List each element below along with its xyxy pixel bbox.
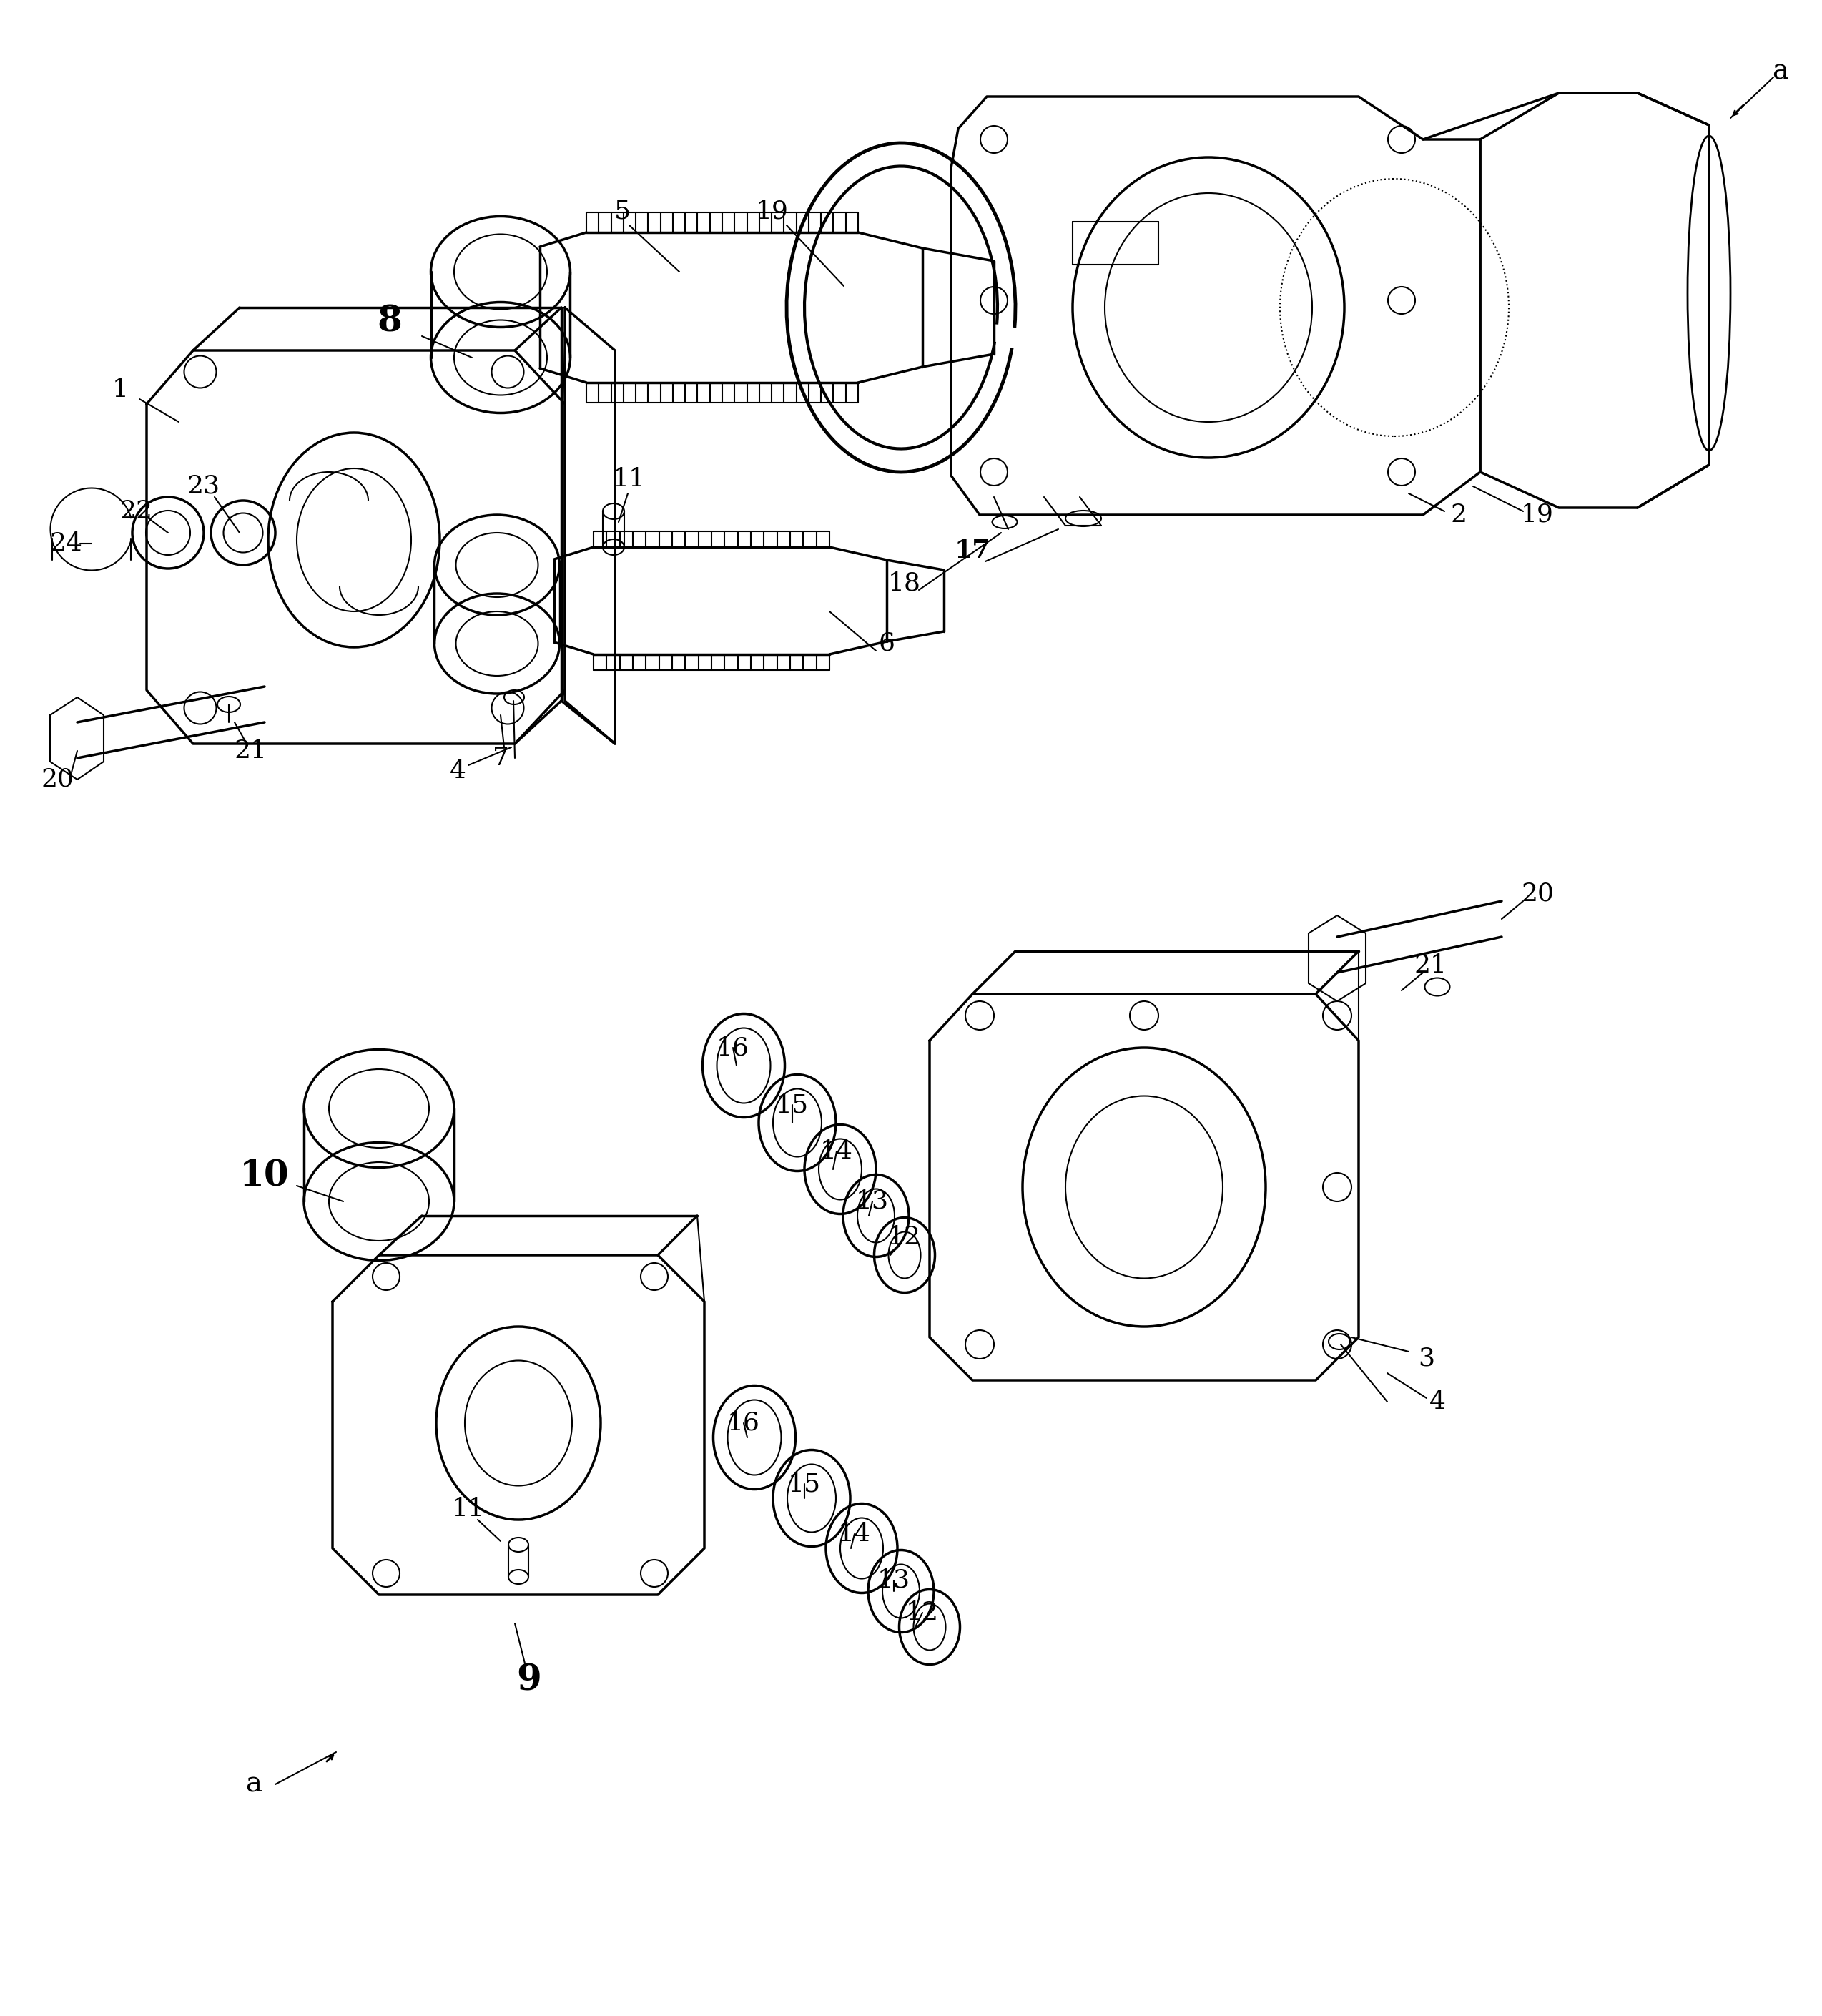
Text: 7: 7: [492, 746, 508, 770]
Text: 13: 13: [856, 1189, 889, 1214]
Text: 20: 20: [40, 768, 73, 792]
Text: 19: 19: [756, 200, 789, 224]
Text: 19: 19: [1521, 502, 1554, 526]
Text: 23: 23: [188, 474, 220, 498]
Text: 8: 8: [377, 304, 403, 339]
Text: 21: 21: [1414, 954, 1447, 978]
Text: 15: 15: [787, 1472, 822, 1496]
Text: 10: 10: [241, 1159, 290, 1193]
Text: 21: 21: [233, 738, 266, 764]
Text: 16: 16: [716, 1036, 749, 1060]
Text: 11: 11: [452, 1496, 485, 1522]
Text: 4: 4: [450, 758, 466, 782]
Text: a: a: [1773, 58, 1789, 85]
Text: 5: 5: [614, 200, 630, 224]
Text: 20: 20: [1521, 881, 1554, 905]
Text: 13: 13: [878, 1568, 911, 1593]
Text: 15: 15: [776, 1093, 809, 1117]
Text: 3: 3: [1418, 1347, 1436, 1371]
Text: 18: 18: [887, 571, 920, 595]
Text: 24: 24: [49, 532, 82, 556]
Text: a: a: [246, 1772, 262, 1798]
Text: 12: 12: [887, 1226, 920, 1250]
Text: 2: 2: [1450, 502, 1467, 526]
Text: 16: 16: [727, 1411, 760, 1435]
Text: 4: 4: [1428, 1389, 1445, 1413]
Text: 12: 12: [906, 1601, 938, 1625]
Text: 1: 1: [111, 377, 128, 401]
Text: 11: 11: [612, 468, 645, 492]
Text: 9: 9: [517, 1663, 541, 1697]
Text: 6: 6: [878, 631, 895, 655]
Text: 14: 14: [838, 1522, 871, 1546]
Text: 17: 17: [955, 538, 991, 562]
Text: 22: 22: [120, 500, 153, 524]
Text: 14: 14: [820, 1139, 853, 1163]
